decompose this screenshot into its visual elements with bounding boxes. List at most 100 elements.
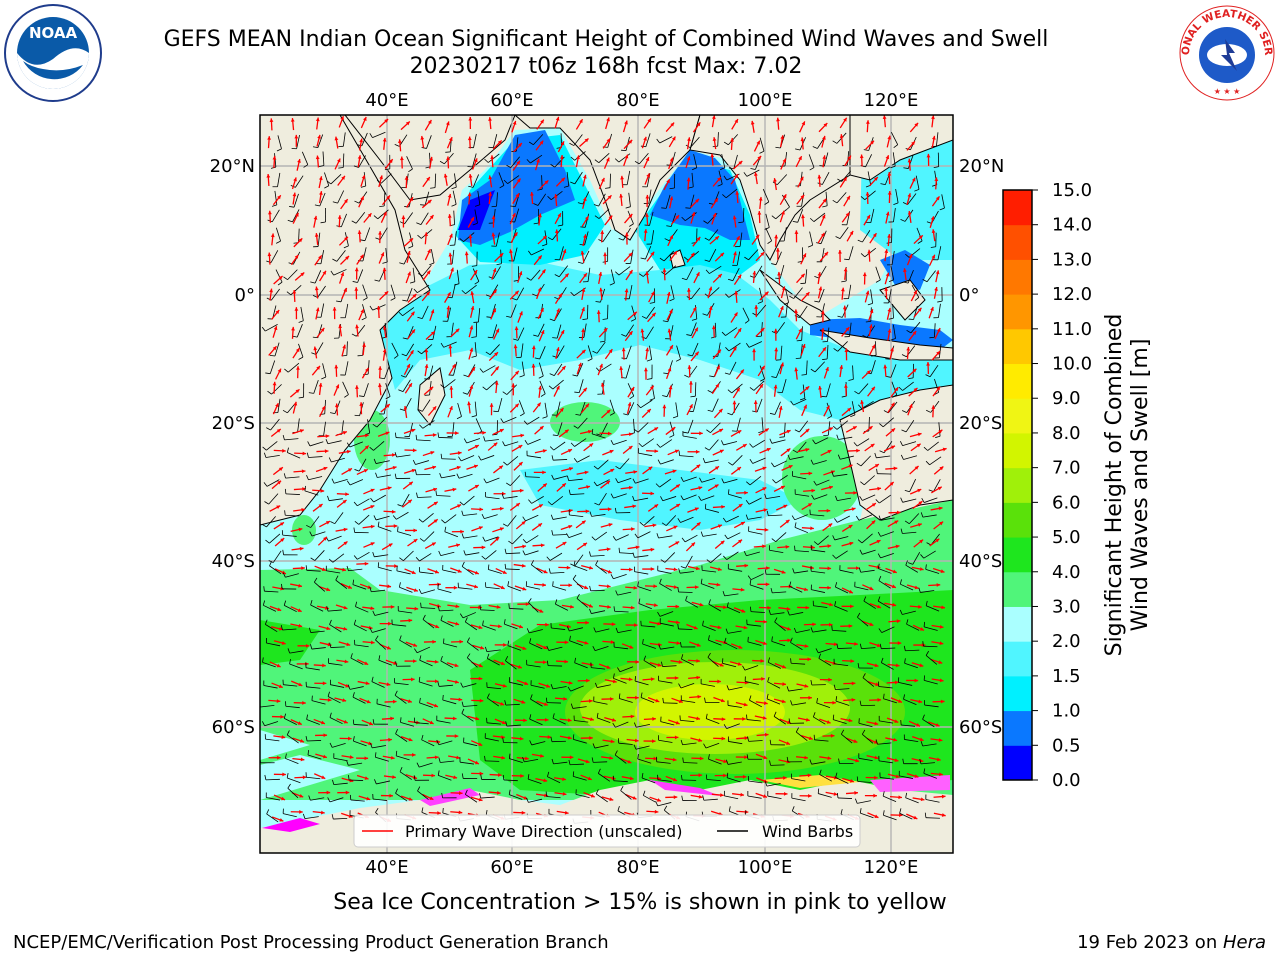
wind-barb-flag [369,627,373,633]
wind-barb [574,554,584,567]
lon-label-bottom: 100°E [738,857,793,878]
wind-barb-flag [680,476,684,482]
wave-arrow-head [320,810,325,815]
wave-arrow-head [278,684,283,688]
wave-arrow-head [912,368,917,373]
wave-arrow-head [522,544,526,549]
wind-barb-flag [879,643,882,649]
wind-barb [377,474,392,478]
wave-arrow-head [734,174,738,179]
wind-barb [285,758,299,765]
wave-arrow-head [537,287,542,292]
wind-barb [904,209,914,222]
wind-barb [799,420,809,433]
wave-arrow-head [302,775,307,780]
wind-barb [266,479,280,487]
wind-barb [314,581,326,592]
wind-barb [531,564,543,574]
wave-arrow-head [495,328,500,333]
wave-arrow-head [538,504,543,508]
wave-arrow-head [581,328,585,333]
wind-barb-flag [417,786,421,792]
wind-barb-flag [524,440,529,445]
wind-barb [544,402,548,417]
wind-barb [860,812,874,819]
wind-barb [678,628,693,630]
wind-barb [923,550,936,559]
wave-arrow-head [320,488,325,493]
wind-barb [847,151,850,166]
wind-barb [678,591,693,593]
wave-arrow-head [738,645,743,649]
wind-barb-flag [421,734,424,740]
wave-arrow-head [914,678,919,683]
wave-arrow-head [411,468,416,473]
wind-barb-flag [779,436,785,438]
wind-barb-flag [329,412,336,415]
wind-barb-flag [324,185,329,189]
lon-label-bottom: 120°E [864,857,919,878]
wave-arrow-head [896,510,901,515]
wind-barb-flag [346,565,349,571]
wind-barb [794,570,809,574]
wave-arrow-head [673,795,678,800]
wind-barb [397,531,412,536]
wave-arrow-head [628,331,633,336]
wave-arrow-head [587,429,592,434]
wave-arrow-head [495,366,499,371]
wave-arrow-head [294,254,299,259]
wave-arrow-head [675,215,680,220]
wind-barb-flag [602,318,608,320]
wave-arrow-head [430,451,435,455]
wind-barb [550,572,565,574]
wind-barb-flag [705,269,710,274]
wind-barb [683,762,698,764]
wind-barb [634,680,649,686]
wind-barb [336,250,346,262]
wind-barb-flag [529,714,532,720]
wind-barb [619,666,634,673]
wind-barb-flag [416,222,422,225]
wave-arrow-head [521,700,526,704]
wind-barb [546,796,561,799]
wave-arrow-head [650,677,655,682]
wind-barb-flag [326,180,332,185]
wind-barb [789,456,804,460]
wind-barb [553,363,563,376]
wave-arrow-head [514,326,519,331]
wave-arrow-head [520,433,525,438]
wind-barb-flag [375,807,379,813]
wind-barb-flag [570,156,575,161]
wave-arrow-head [695,449,700,454]
wave-arrow-head [802,253,807,258]
wind-barb [637,531,651,539]
wave-arrow-head [302,451,307,456]
wind-barb-flag [836,434,839,440]
wave-arrow-head [458,791,463,796]
wind-barb [839,227,849,239]
wave-arrow-head [918,699,923,704]
wave-arrow-head [363,469,368,473]
wind-barb [904,739,919,743]
wind-barb-flag [760,378,765,382]
wind-barb-flag [636,403,641,409]
wind-barb-flag [548,385,554,390]
wind-barb-flag [262,446,267,451]
wind-barb-flag [466,637,470,643]
wind-barb-flag [890,338,896,341]
wave-arrow-head [314,233,319,237]
wave-arrow-head [830,733,835,738]
wind-barb-flag [822,358,828,360]
wave-arrow-head [434,755,439,760]
wave-arrow-head [628,485,633,490]
wave-arrow-head [501,720,506,725]
wind-barb [795,493,810,497]
wind-barb-flag [903,694,906,700]
lon-label-bottom: 40°E [365,857,408,878]
wind-barb [578,379,584,393]
wind-barb [931,210,939,224]
wave-arrow-head [413,643,418,647]
wave-arrow-head [648,466,653,471]
wind-barb [323,421,326,436]
wind-barb [528,602,539,613]
